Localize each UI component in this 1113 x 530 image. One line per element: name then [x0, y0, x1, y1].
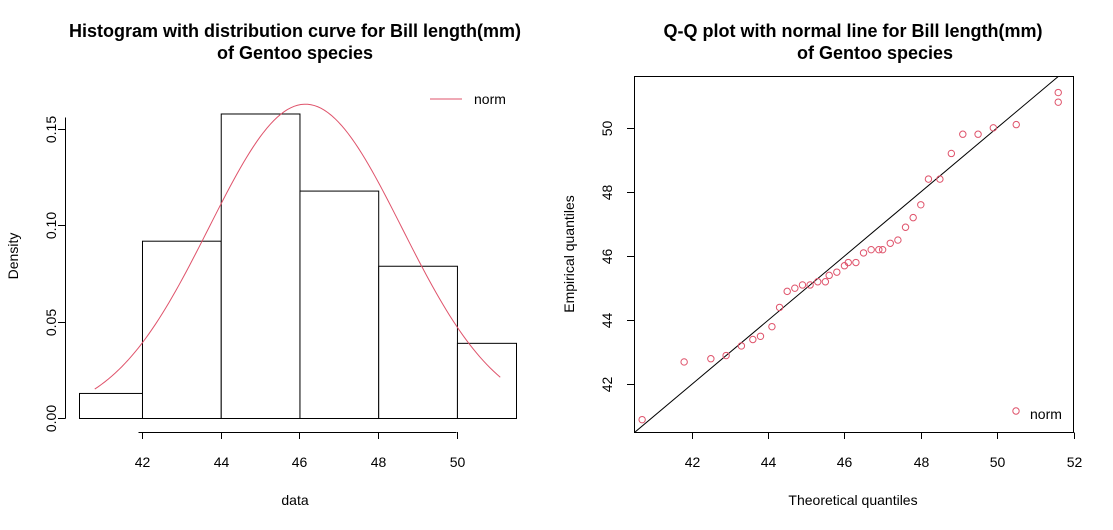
- histogram-y-tick-label: 0.05: [43, 309, 59, 336]
- histogram-x-tick-label: 44: [214, 454, 230, 470]
- qq-title-line1: Q-Q plot with normal line for Bill lengt…: [664, 21, 1043, 41]
- qq-x-tick-label: 52: [1067, 454, 1083, 470]
- qq-point: [924, 175, 933, 183]
- qq-x-tick-label: 48: [914, 454, 930, 470]
- histogram-x-tick-label: 46: [292, 454, 308, 470]
- qq-point: [1054, 88, 1062, 97]
- qq-y-ticks: 42 44 46 48 50: [599, 121, 635, 393]
- qq-point: [814, 278, 822, 286]
- histogram-legend: norm: [430, 91, 506, 107]
- qq-point: [707, 355, 715, 363]
- qq-legend-marker: [1012, 407, 1020, 415]
- qq-point: [875, 245, 883, 254]
- qq-y-tick-label: 42: [599, 377, 615, 393]
- qq-point: [825, 271, 833, 280]
- qq-point: [886, 239, 894, 247]
- qq-point: [806, 281, 814, 289]
- qq-point: [947, 149, 956, 158]
- histogram-panel: Histogram with distribution curve for Bi…: [5, 21, 521, 508]
- qq-x-tick-label: 42: [685, 454, 701, 470]
- qq-x-tick-label: 44: [761, 454, 777, 470]
- histogram-y-tick-label: 0.15: [43, 116, 59, 143]
- histogram-y-axis-label: Density: [5, 233, 21, 280]
- histogram-x-axis-label: data: [281, 492, 308, 508]
- qq-point: [852, 258, 860, 267]
- qq-point: [783, 287, 791, 296]
- qq-point: [936, 175, 944, 183]
- qq-x-ticks: 42 44 46 48 50 52: [685, 432, 1083, 470]
- histogram-x-tick-label: 48: [371, 454, 387, 470]
- histogram-bar: [299, 190, 380, 419]
- qq-point: [974, 130, 982, 138]
- qq-point: [638, 415, 646, 424]
- qq-point: [821, 278, 830, 286]
- qq-point: [791, 284, 799, 292]
- histogram-bar: [378, 265, 458, 419]
- histogram-bars: [79, 113, 518, 420]
- qq-x-tick-label: 46: [837, 454, 853, 470]
- histogram-bar: [456, 342, 518, 419]
- qq-point: [917, 201, 925, 209]
- qq-y-tick-label: 48: [599, 185, 615, 201]
- qq-title-line2: of Gentoo species: [797, 43, 953, 63]
- qq-point: [768, 322, 776, 331]
- histogram-x-tick-label: 42: [135, 454, 151, 470]
- qq-y-tick-label: 50: [599, 121, 615, 137]
- qq-y-tick-label: 44: [599, 313, 615, 329]
- qq-point: [859, 249, 868, 257]
- qq-points: [638, 88, 1062, 424]
- qq-point: [680, 358, 688, 366]
- histogram-title-line2: of Gentoo species: [217, 43, 373, 63]
- qq-point: [909, 213, 917, 222]
- qq-point: [749, 335, 757, 344]
- qq-point: [989, 124, 998, 132]
- qq-legend-label: norm: [1030, 406, 1062, 422]
- qq-point: [894, 236, 902, 244]
- qq-y-axis-label: Empirical quantiles: [561, 195, 577, 313]
- qq-point: [1012, 120, 1020, 129]
- qq-point: [959, 130, 967, 138]
- histogram-title-line1: Histogram with distribution curve for Bi…: [69, 21, 521, 41]
- qq-point: [833, 268, 841, 276]
- histogram-y-tick-label: 0.10: [43, 212, 59, 239]
- histogram-bar: [79, 392, 143, 420]
- qq-point: [867, 245, 875, 254]
- histogram-y-ticks: 0.00 0.05 0.10 0.15: [43, 116, 66, 432]
- qq-legend: norm: [1012, 406, 1062, 422]
- qq-x-tick-label: 50: [990, 454, 1006, 470]
- qq-point: [722, 351, 730, 360]
- qq-point: [737, 342, 746, 350]
- histogram-legend-label: norm: [474, 91, 506, 107]
- qq-point: [798, 281, 807, 289]
- qq-point: [878, 245, 887, 254]
- qq-point: [844, 258, 852, 267]
- qq-point: [775, 303, 784, 312]
- histogram-bar: [141, 240, 222, 419]
- qq-point: [1054, 98, 1062, 106]
- qq-reference-line: [634, 76, 1060, 433]
- histogram-x-tick-label: 50: [450, 454, 466, 470]
- qq-plot-box: [634, 76, 1074, 433]
- qq-point: [756, 332, 765, 340]
- histogram-density-curve: [94, 103, 501, 390]
- qq-x-axis-label: Theoretical quantiles: [788, 492, 917, 508]
- histogram-bar: [220, 113, 301, 419]
- qq-point: [901, 223, 910, 231]
- histogram-y-tick-label: 0.00: [43, 405, 59, 432]
- histogram-x-ticks: 42 44 46 48 50: [135, 432, 466, 470]
- qq-panel: Q-Q plot with normal line for Bill lengt…: [561, 21, 1083, 508]
- qq-y-tick-label: 46: [599, 249, 615, 265]
